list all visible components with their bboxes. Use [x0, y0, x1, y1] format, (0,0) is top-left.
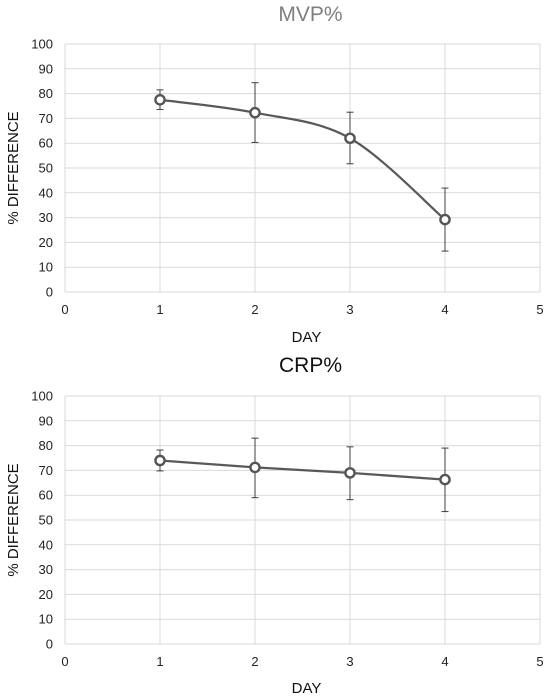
- mvp-chart: 0 10 20 30 40 50 60 70 80 90 100 0 1 2 3 4 5 MVP% DAY % DIF…: [5, 3, 544, 346]
- x-tick-label: 4: [441, 654, 448, 669]
- series-line: [159, 459, 446, 481]
- y-tick-label: 100: [31, 37, 53, 52]
- y-tick-label: 10: [39, 260, 53, 275]
- y-tick-label: 50: [39, 513, 53, 528]
- y-tick-label: 80: [39, 438, 53, 453]
- x-axis-title: DAY: [292, 680, 322, 697]
- data-point: [439, 473, 451, 486]
- y-axis-title: % DIFFERENCE: [5, 111, 22, 224]
- x-tick-label: 5: [536, 654, 543, 669]
- data-point: [344, 467, 356, 479]
- y-tick-label: 20: [39, 235, 53, 250]
- data-point: [344, 132, 356, 145]
- series-line: [159, 98, 446, 221]
- x-tick-label: 3: [346, 302, 353, 317]
- chart-title: MVP%: [278, 3, 342, 26]
- y-tick-label: 90: [39, 61, 53, 76]
- x-tick-label: 3: [346, 654, 353, 669]
- y-tick-label: 100: [31, 389, 53, 404]
- y-tick-label: 60: [39, 136, 53, 151]
- crp-chart: 0 10 20 30 40 50 60 70 80 90 100 0 1 2 3 4 5 CRP% DAY % DIF…: [5, 354, 544, 697]
- y-tick-label: 40: [39, 185, 53, 200]
- data-point: [249, 461, 261, 474]
- y-tick-label: 90: [39, 413, 53, 428]
- x-tick-label: 1: [156, 654, 163, 669]
- data-point: [439, 213, 451, 226]
- data-point: [249, 106, 261, 119]
- data-point: [154, 454, 166, 467]
- x-tick-label: 0: [61, 302, 68, 317]
- x-tick-label: 4: [441, 302, 448, 317]
- y-tick-label: 60: [39, 488, 53, 503]
- y-tick-label: 10: [39, 612, 53, 627]
- y-tick-label: 0: [46, 285, 53, 300]
- x-tick-label: 2: [251, 302, 258, 317]
- x-tick-label: 1: [156, 302, 163, 317]
- y-tick-label: 50: [39, 161, 53, 176]
- y-tick-label: 70: [39, 111, 53, 126]
- chart-title: CRP%: [279, 354, 342, 377]
- y-axis-title: % DIFFERENCE: [5, 463, 22, 576]
- y-tick-label: 40: [39, 537, 53, 552]
- y-tick-label: 30: [39, 562, 53, 577]
- y-tick-label: 20: [39, 587, 53, 602]
- x-tick-label: 2: [251, 654, 258, 669]
- x-axis-title: DAY: [292, 329, 322, 346]
- x-tick-label: 5: [536, 302, 543, 317]
- y-tick-label: 70: [39, 463, 53, 478]
- y-tick-label: 0: [46, 637, 53, 652]
- y-tick-label: 30: [39, 210, 53, 225]
- x-tick-label: 0: [61, 654, 68, 669]
- data-point: [154, 94, 166, 106]
- y-tick-label: 80: [39, 86, 53, 101]
